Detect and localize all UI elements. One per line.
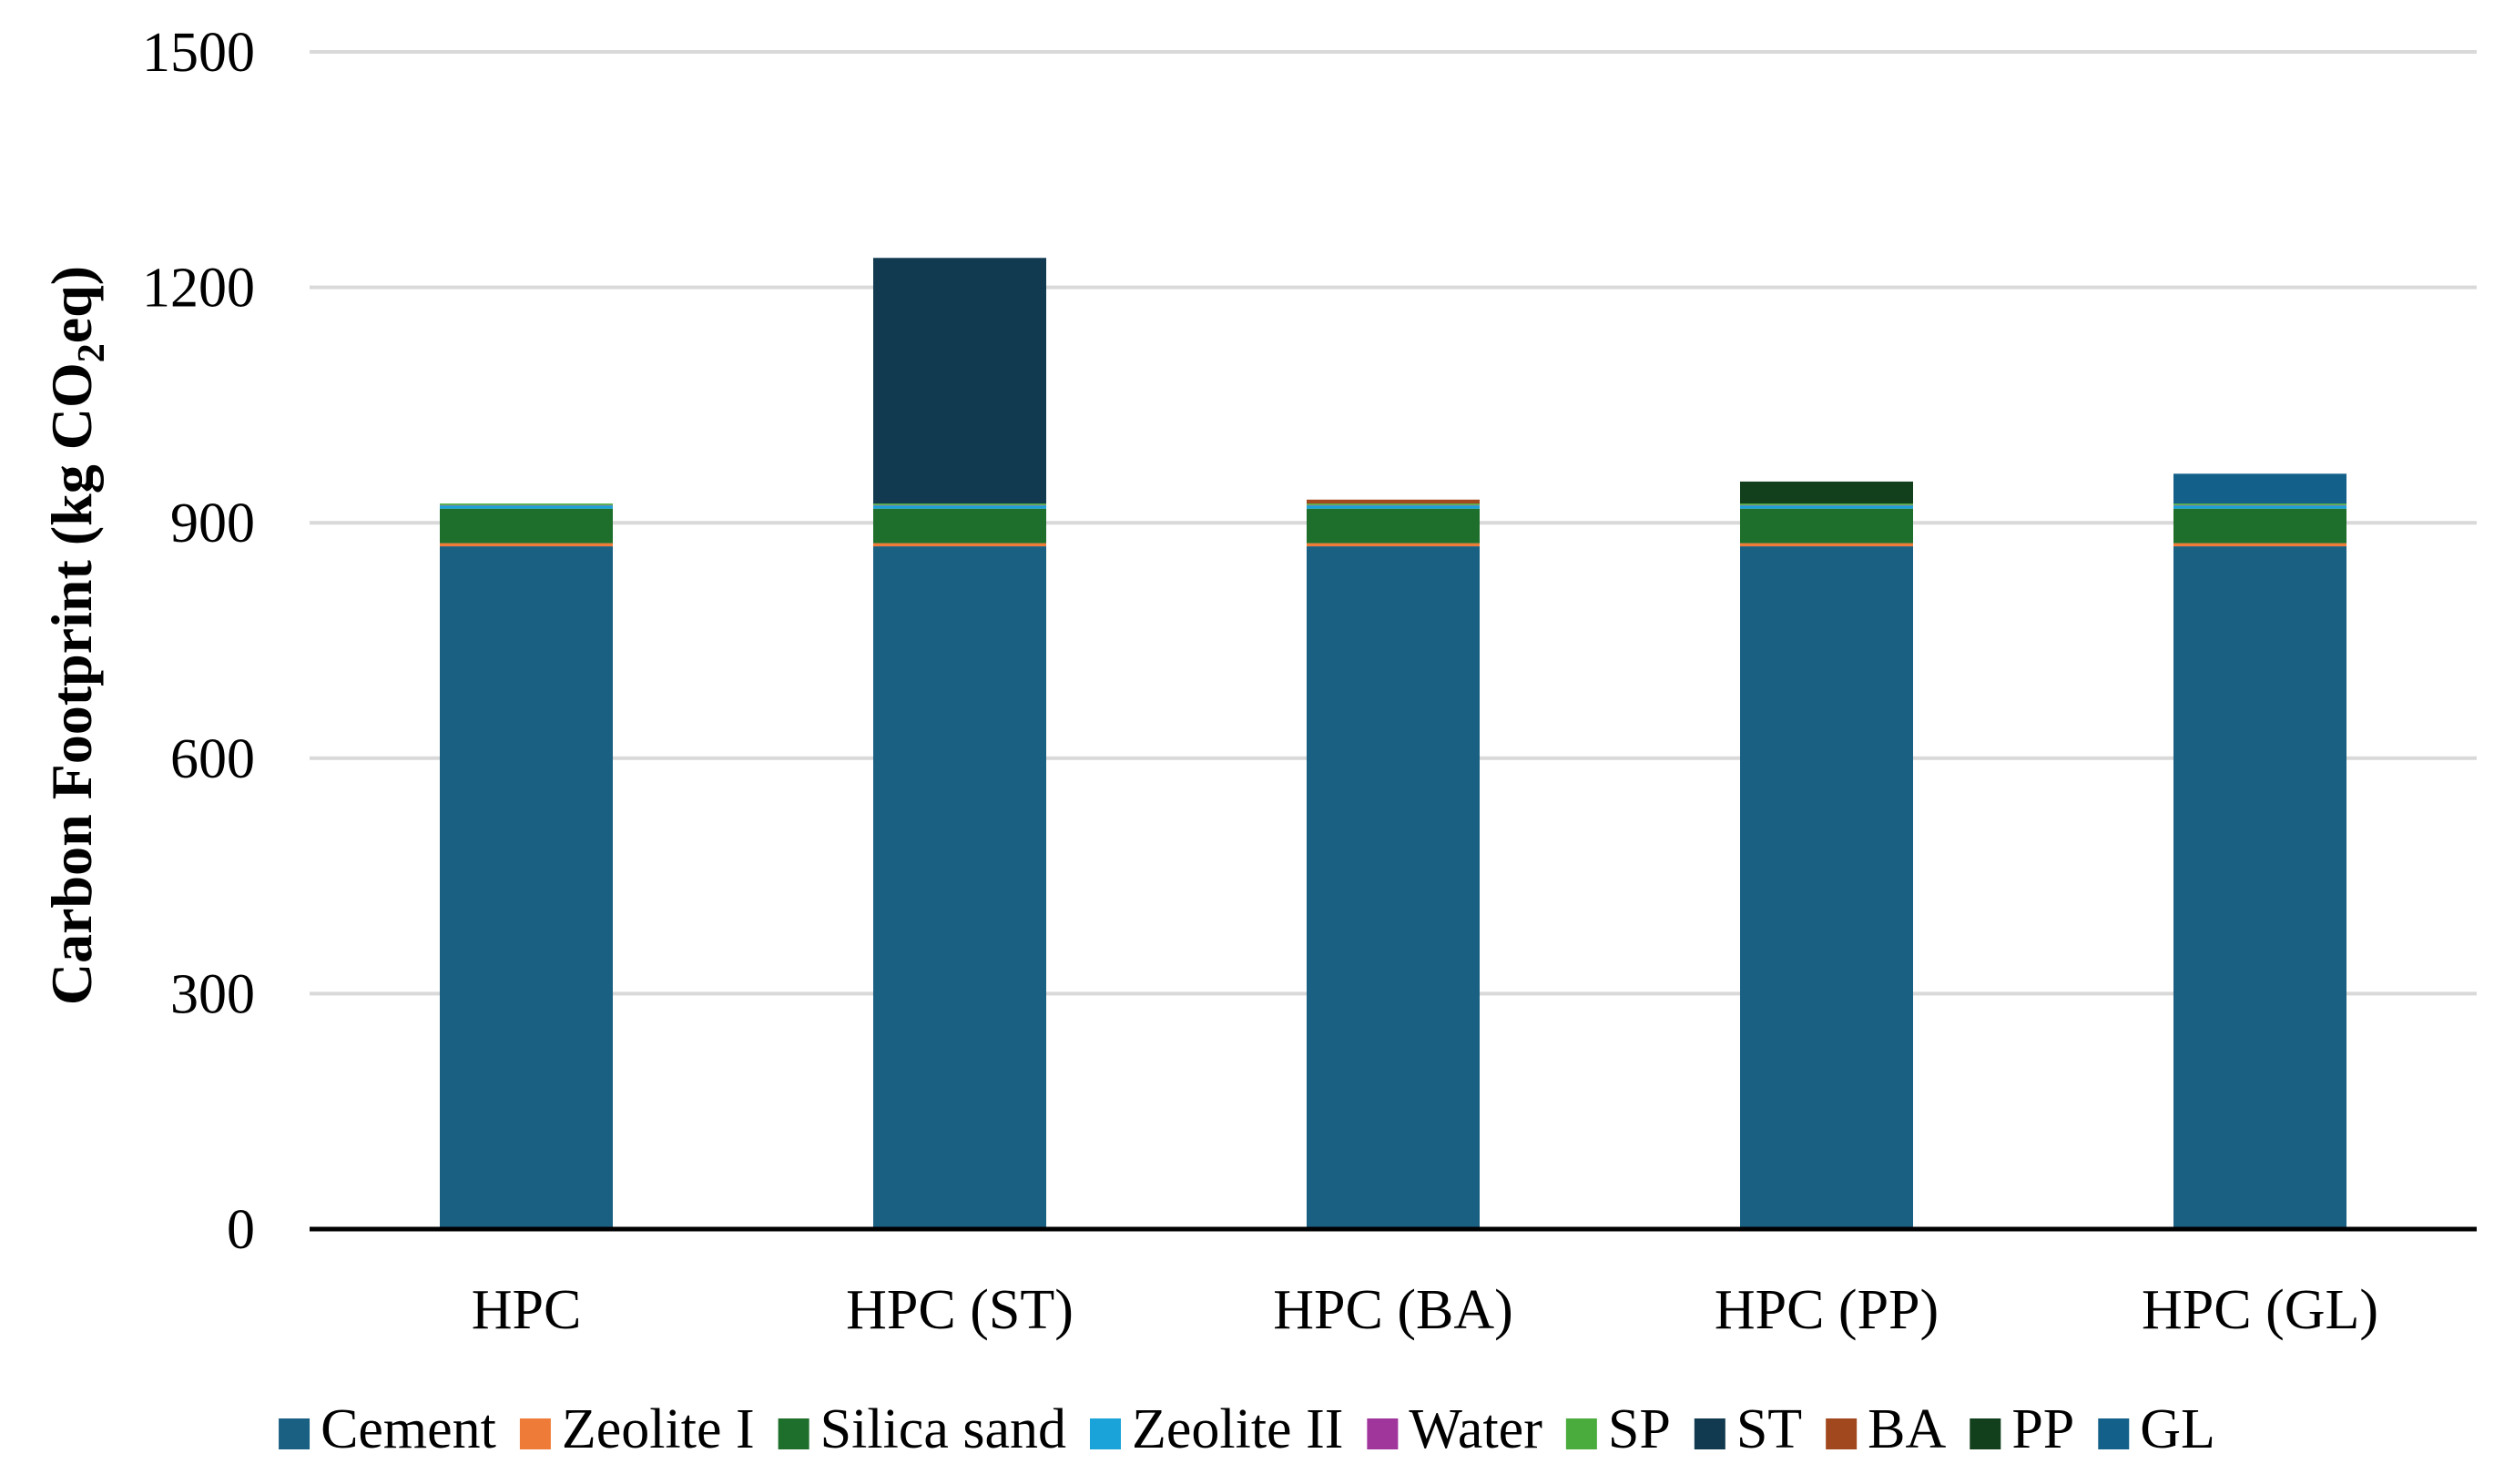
bar-segment-silica-sand [2173,508,2346,544]
bar-stack [1307,499,1480,1229]
legend-label: PP [2011,1398,2074,1460]
legend-label: Water [1409,1398,1542,1460]
bar-segment-water [1307,504,1480,506]
bar-segment-zeolite-i [440,543,613,547]
bar-segment-gl [2173,473,2346,504]
legend-label: Zeolite I [562,1398,755,1460]
x-tick-label: HPC (ST) [846,1279,1074,1341]
y-axis-label: Carbon Footprint (kg CO2eq) [39,266,113,1005]
bar-stack [440,503,613,1229]
x-tick-label: HPC (BA) [1273,1279,1513,1341]
legend-item: PP [1970,1398,2074,1460]
legend-label: Cement [321,1398,496,1460]
y-tick-label: 1200 [142,258,255,320]
legend-label: Zeolite II [1132,1398,1343,1460]
x-tick-label: HPC [472,1279,582,1341]
bar-segment-zeolite-i [1307,543,1480,547]
y-tick-label: 300 [170,963,255,1025]
bar-segment-sp [1307,503,1480,505]
bar-stack [2173,473,2346,1229]
bar-segment-zeolite-i [873,543,1046,547]
bar-segment-cement [873,546,1046,1229]
bar-segment-zeolite-ii [2173,505,2346,509]
legend-swatch [279,1418,310,1449]
bar-segment-cement [440,546,613,1229]
bar-segment-zeolite-ii [1307,505,1480,509]
legend-item: Cement [279,1398,496,1460]
bar-segment-cement [1307,546,1480,1229]
bar-segment-silica-sand [440,508,613,544]
bar-segment-ba [1307,499,1480,504]
legend-item: BA [1826,1398,1947,1460]
bar-segment-zeolite-ii [440,505,613,509]
y-tick-label: 0 [227,1199,255,1261]
legend-swatch [1694,1418,1725,1449]
bar-segment-st [873,258,1046,504]
y-tick-label: 600 [170,728,255,790]
bar-segment-water [873,504,1046,506]
x-axis-ticks: HPC HPC (ST) HPC (BA) HPC (PP) HPC (GL) [472,1279,2378,1341]
legend-label: GL [2140,1398,2215,1460]
bar-segment-sp [1740,503,1913,505]
bars [440,258,2346,1229]
bar-segment-cement [1740,546,1913,1229]
y-axis-ticks: 0 300 600 900 1200 1500 [142,22,255,1261]
bar-segment-silica-sand [1307,508,1480,544]
bar-segment-water [1740,504,1913,506]
bar-segment-sp [440,503,613,505]
bar-segment-silica-sand [1740,508,1913,544]
legend-item: Water [1367,1398,1542,1460]
legend-item: ST [1694,1398,1802,1460]
legend-swatch [1367,1418,1399,1449]
legend-swatch [1970,1418,2001,1449]
x-tick-label: HPC (PP) [1715,1279,1939,1341]
legend-item: Zeolite II [1089,1398,1343,1460]
legend-swatch [2098,1418,2130,1449]
bar-segment-zeolite-ii [1740,505,1913,509]
y-tick-label: 1500 [142,22,255,84]
legend-swatch [1826,1418,1858,1449]
bar-segment-silica-sand [873,508,1046,544]
legend-swatch [778,1418,809,1449]
legend-swatch [1089,1418,1121,1449]
legend-label: BA [1868,1398,1946,1460]
legend-label: SP [1608,1398,1671,1460]
bar-segment-pp [1740,481,1913,504]
legend-label: ST [1736,1398,1802,1460]
bar-stack [1740,481,1913,1229]
legend-item: Silica sand [778,1398,1066,1460]
bar-segment-zeolite-i [1740,543,1913,547]
legend-swatch [1565,1418,1597,1449]
legend-item: Zeolite I [519,1398,755,1460]
bar-stack [873,258,1046,1229]
legend-label: Silica sand [820,1398,1066,1460]
y-tick-label: 900 [170,493,255,554]
bar-segment-zeolite-ii [873,505,1046,509]
bar-segment-sp [873,503,1046,505]
x-tick-label: HPC (GL) [2142,1279,2378,1341]
bar-segment-water [440,504,613,506]
bar-segment-sp [2173,503,2346,505]
bar-segment-zeolite-i [2173,543,2346,547]
legend-swatch [519,1418,551,1449]
legend: Cement Zeolite I Silica sand Zeolite II Wate… [279,1398,2215,1460]
legend-item: SP [1565,1398,1671,1460]
bar-segment-water [2173,504,2346,506]
bar-segment-cement [2173,546,2346,1229]
legend-item: GL [2098,1398,2215,1460]
